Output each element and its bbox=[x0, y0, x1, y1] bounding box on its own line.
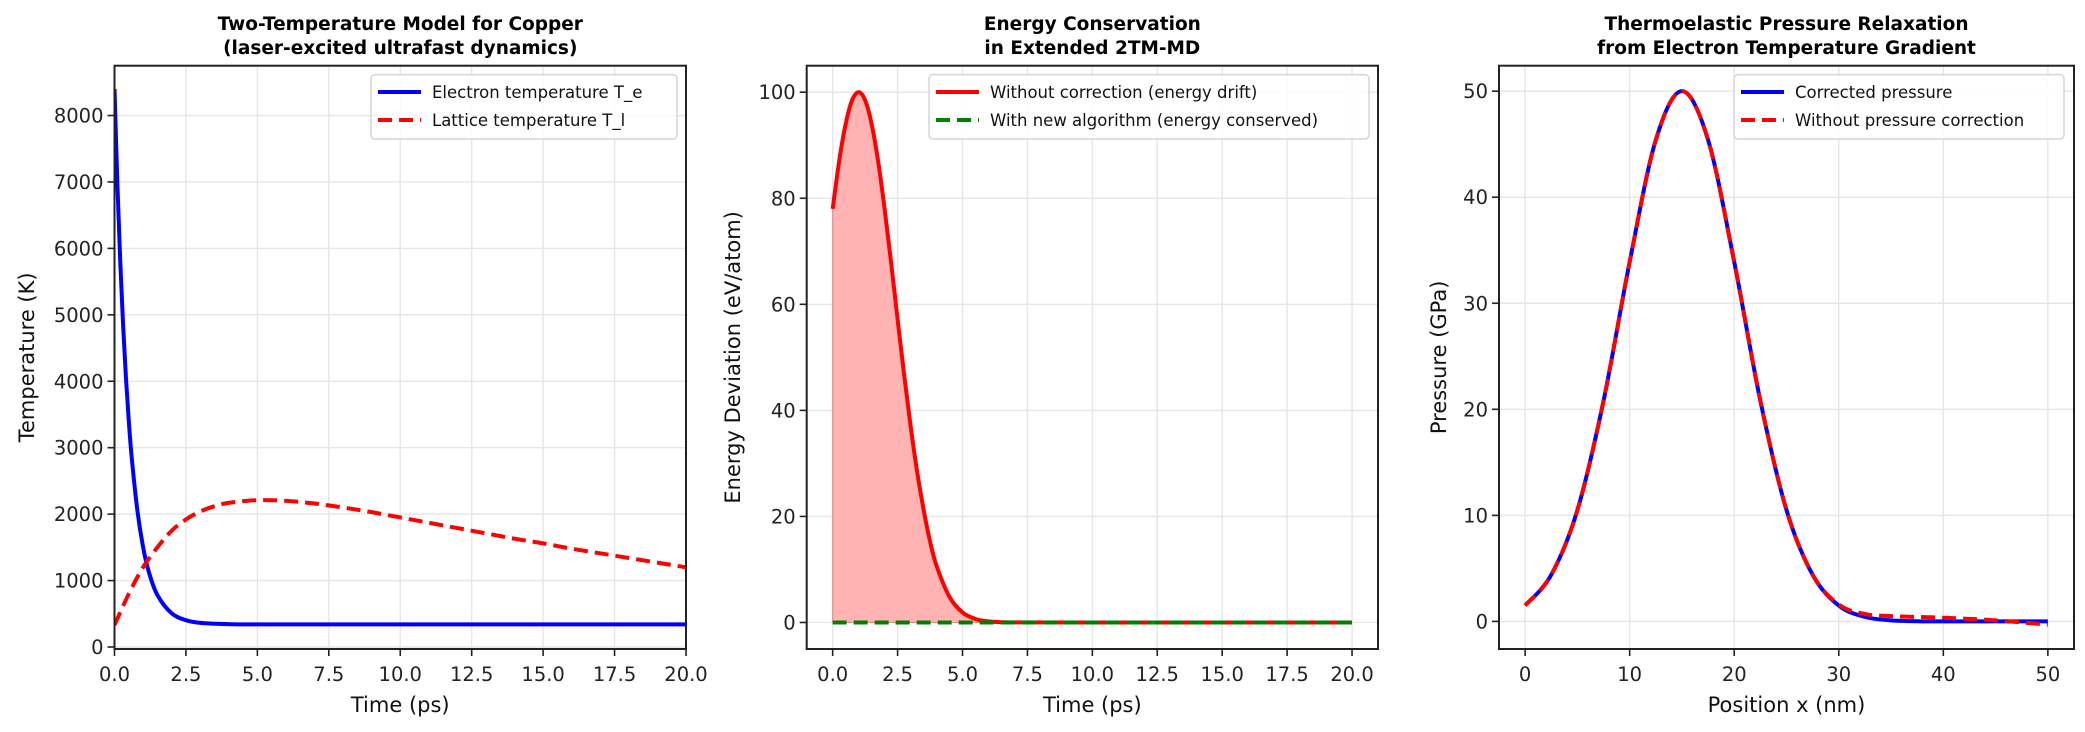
x-tick-label: 7.5 bbox=[1012, 663, 1043, 686]
y-tick-label: 5000 bbox=[54, 304, 104, 327]
plot-area bbox=[114, 88, 686, 627]
series-line-1 bbox=[1523, 89, 2048, 624]
chart-panel-3: 0 10 20 30 40 50 0 10 20 30 40 50 Thermoelastic Pres… bbox=[1427, 14, 2075, 717]
y-tick-label: 40 bbox=[771, 399, 796, 422]
x-tick-label: 0 bbox=[1519, 663, 1531, 686]
series-line-1 bbox=[114, 88, 686, 627]
x-tick-label: 10.0 bbox=[379, 663, 422, 686]
y-tick-label: 4000 bbox=[54, 370, 104, 393]
y-tick-label: 80 bbox=[771, 187, 796, 210]
legend-box bbox=[928, 73, 1370, 140]
x-tick-label: 5.0 bbox=[242, 663, 273, 686]
x-tick-label: 2.5 bbox=[170, 663, 201, 686]
x-tick-label: 12.5 bbox=[1136, 663, 1179, 686]
legend: Corrected pressure Without pressure corre… bbox=[1733, 73, 2065, 140]
x-axis-label: Time (ps) bbox=[1042, 693, 1142, 717]
x-tick-label: 10.0 bbox=[1071, 663, 1114, 686]
chart-title: Energy Conservation bbox=[984, 14, 1201, 35]
legend-label-2: With new algorithm (energy conserved) bbox=[990, 111, 1318, 130]
y-tick-label: 60 bbox=[771, 293, 796, 316]
y-axis-label: Pressure (GPa) bbox=[1427, 281, 1451, 435]
y-tick-label: 8000 bbox=[54, 105, 104, 128]
x-tick-label: 15.0 bbox=[1200, 663, 1243, 686]
chart-title: from Electron Temperature Gradient bbox=[1597, 38, 1976, 59]
x-tick-label: 50 bbox=[2035, 663, 2060, 686]
chart-title: in Extended 2TM-MD bbox=[984, 38, 1200, 59]
x-tick-label: 10 bbox=[1617, 663, 1642, 686]
x-tick-label: 7.5 bbox=[313, 663, 344, 686]
y-tick-label: 30 bbox=[1463, 292, 1488, 315]
plot-area bbox=[1523, 89, 2049, 627]
series-line-2 bbox=[1523, 89, 2049, 627]
x-tick-label: 20.0 bbox=[664, 663, 707, 686]
legend: Without correction (energy drift) With ne… bbox=[928, 73, 1370, 140]
y-tick-label: 3000 bbox=[54, 437, 104, 460]
legend-label-2: Without pressure correction bbox=[1795, 111, 2024, 130]
x-tick-label: 20 bbox=[1722, 663, 1747, 686]
x-tick-label: 0.0 bbox=[817, 663, 848, 686]
chart-title: (laser-excited ultrafast dynamics) bbox=[223, 38, 577, 59]
y-axis-label: Energy Deviation (eV/atom) bbox=[721, 211, 745, 503]
x-tick-label: 2.5 bbox=[882, 663, 913, 686]
y-tick-label: 20 bbox=[1463, 398, 1488, 421]
legend-label-1: Without correction (energy drift) bbox=[990, 83, 1257, 102]
legend-label-1: Corrected pressure bbox=[1795, 83, 1952, 102]
x-tick-label: 40 bbox=[1931, 663, 1956, 686]
y-tick-label: 20 bbox=[771, 505, 796, 528]
x-tick-label: 5.0 bbox=[947, 663, 978, 686]
x-tick-label: 17.5 bbox=[593, 663, 636, 686]
legend-label-2: Lattice temperature T_l bbox=[432, 111, 625, 131]
y-axis-label: Temperature (K) bbox=[15, 272, 39, 443]
y-tick-label: 2000 bbox=[54, 503, 104, 526]
x-axis-label: Position x (nm) bbox=[1708, 693, 1866, 717]
chart-title: Thermoelastic Pressure Relaxation bbox=[1604, 14, 1968, 35]
y-tick-label: 10 bbox=[1463, 504, 1488, 527]
legend: Electron temperature T_e Lattice temperat… bbox=[370, 73, 678, 140]
y-tick-label: 0 bbox=[783, 611, 795, 634]
x-tick-label: 17.5 bbox=[1265, 663, 1308, 686]
y-tick-label: 0 bbox=[91, 636, 103, 659]
y-tick-label: 100 bbox=[758, 81, 795, 104]
plot-area bbox=[830, 90, 1353, 625]
x-tick-label: 20.0 bbox=[1330, 663, 1373, 686]
x-tick-label: 15.0 bbox=[521, 663, 564, 686]
legend-box bbox=[1733, 73, 2065, 140]
y-tick-label: 1000 bbox=[54, 570, 104, 593]
axes-frame bbox=[1498, 64, 2075, 650]
y-tick-label: 0 bbox=[1476, 610, 1488, 633]
y-tick-label: 50 bbox=[1463, 80, 1488, 103]
y-tick-label: 6000 bbox=[54, 237, 104, 260]
x-tick-label: 0.0 bbox=[99, 663, 130, 686]
legend-box bbox=[370, 73, 678, 140]
x-axis-label: Time (ps) bbox=[350, 693, 450, 717]
series-line-2 bbox=[114, 498, 686, 626]
y-tick-label: 7000 bbox=[54, 171, 104, 194]
x-tick-label: 12.5 bbox=[450, 663, 493, 686]
chart-title: Two-Temperature Model for Copper bbox=[218, 14, 584, 35]
chart-panel-2: 0.0 2.5 5.0 7.5 10.0 12.5 15.0 17.5 20.0 0 20 40 60 8… bbox=[721, 14, 1379, 717]
y-tick-label: 40 bbox=[1463, 186, 1488, 209]
chart-panel-1: 0.0 2.5 5.0 7.5 10.0 12.5 15.0 17.5 20.0 0 1000 200… bbox=[15, 14, 708, 717]
x-tick-label: 30 bbox=[1826, 663, 1851, 686]
legend-label-1: Electron temperature T_e bbox=[432, 83, 642, 103]
